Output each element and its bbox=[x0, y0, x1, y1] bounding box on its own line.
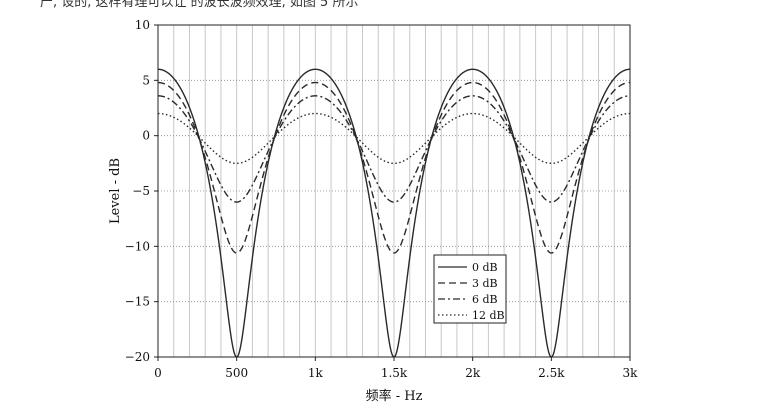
x-tick-label: 1.5k bbox=[381, 366, 408, 380]
y-tick-label: 10 bbox=[135, 18, 150, 32]
x-tick-label: 500 bbox=[225, 366, 248, 380]
x-tick-label: 1k bbox=[308, 366, 324, 380]
x-tick-label: 0 bbox=[154, 366, 162, 380]
x-tick-label: 2k bbox=[465, 366, 481, 380]
series-line-6-db bbox=[158, 95, 630, 203]
legend-label: 6 dB bbox=[472, 293, 498, 306]
y-tick-label: −10 bbox=[125, 239, 150, 253]
x-tick-label: 2.5k bbox=[538, 366, 565, 380]
legend-label: 3 dB bbox=[472, 277, 498, 290]
legend-label: 0 dB bbox=[472, 261, 498, 274]
y-tick-label: 0 bbox=[142, 129, 150, 143]
y-tick-label: −20 bbox=[125, 350, 150, 364]
grid bbox=[158, 25, 630, 357]
y-axis-label: Level - dB bbox=[108, 158, 123, 224]
top-caption-text: 产, 设的, 这样有理可以让 的波长波频效理, 如图 5 所示 bbox=[40, 0, 359, 10]
y-tick-label: −15 bbox=[125, 295, 150, 309]
legend: 0 dB 3 dB 6 dB 12 dB bbox=[433, 254, 507, 324]
axis-ticks: 10 5 0 −5 −10 −15 −20 0 500 1k 1.5k 2k 2.5k 3k bbox=[125, 18, 639, 380]
y-tick-label: −5 bbox=[132, 184, 150, 198]
x-axis-label: 频率 - Hz bbox=[366, 388, 423, 404]
legend-label: 12 dB bbox=[472, 309, 505, 322]
x-tick-label: 3k bbox=[623, 366, 639, 380]
legend-box bbox=[433, 254, 507, 324]
series-line-3-db bbox=[158, 81, 630, 254]
y-tick-label: 5 bbox=[142, 73, 150, 87]
